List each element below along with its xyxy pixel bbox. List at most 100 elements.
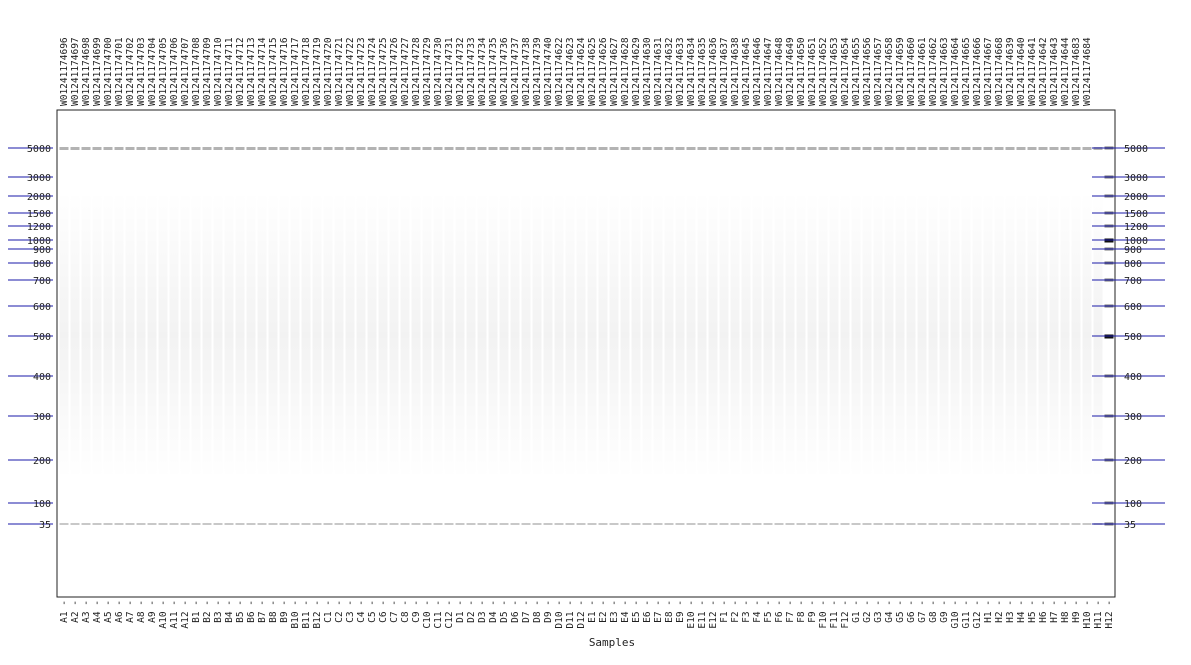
lane-label: C7 - [389,600,400,623]
lane-smear [455,190,465,480]
band-upper [972,147,982,150]
sample-id-label: W01241174731 [444,37,455,106]
lane-label: A2 - [70,600,81,623]
band-upper [587,147,597,150]
lane-smear [433,190,443,480]
band-lower [1027,523,1037,525]
sample-id-label: W01241174651 [807,37,818,106]
lane-smear [1071,190,1081,480]
sample-id-label: W01241174657 [873,37,884,106]
band-upper [598,147,608,150]
lane-label: B10 - [290,600,301,629]
band-upper [840,147,850,150]
lane-smear [917,190,927,480]
band-lower [994,523,1004,525]
lane-smear [598,190,608,480]
lane-smear [323,190,333,480]
band-upper [950,147,960,150]
band-lower [158,523,168,525]
sample-id-label: W01241174726 [389,37,400,106]
sample-id-label: W01241174641 [1027,37,1038,106]
band-upper [895,147,905,150]
band-lower [664,523,674,525]
sample-id-label: W01241174663 [939,37,950,106]
sample-id-label: W01241174655 [851,37,862,106]
sample-id-label: W01241174684 [1082,37,1093,106]
band-lower [114,523,124,525]
lane-smear [301,190,311,480]
sample-id-label: W01241174719 [312,37,323,106]
sample-id-label: W01241174700 [103,37,114,106]
sample-id-label: W01241174627 [609,37,620,106]
lane-label: G8 - [928,600,939,623]
sample-id-label: W01241174659 [895,37,906,106]
lane-smear [444,190,454,480]
lane-smear [895,190,905,480]
sample-id-label: W01241174643 [1049,37,1060,106]
size-label-left: 3000 [27,173,51,184]
band-upper [1082,147,1092,150]
band-upper [367,147,377,150]
sample-id-label: W01241174703 [136,37,147,106]
lane-smear [378,190,388,480]
lane-label: D9 - [543,600,554,623]
band-upper [70,147,80,150]
band-lower [653,523,663,525]
lane-labels: A1 - A2 - A3 - A4 - A5 - A6 - A7 - A8 - A9 - A10 … [59,600,1115,629]
band-upper [202,147,212,150]
size-label-right: 400 [1124,372,1142,383]
sample-id-label: W01241174665 [961,37,972,106]
band-upper [1027,147,1037,150]
sample-id-label: W01241174639 [1005,37,1016,106]
lane-smear [158,190,168,480]
lane-label: G11 - [961,600,972,629]
lane-label: A3 - [81,600,92,623]
sample-id-label: W01241174707 [180,37,191,106]
lane-label: G12 - [972,600,983,629]
band-lower [499,523,509,525]
band-lower [719,523,729,525]
band-upper [411,147,421,150]
band-lower [565,523,575,525]
sample-id-label: W01241174648 [774,37,785,106]
sample-id-label: W01241174638 [730,37,741,106]
lane-smear [345,190,355,480]
lane-smear [334,190,344,480]
sample-id-label: W01241174653 [829,37,840,106]
band-lower [125,523,135,525]
lane-smear [268,190,278,480]
sample-id-label: W01241174666 [972,37,983,106]
band-upper [829,147,839,150]
sample-id-label: W01241174708 [191,37,202,106]
band-lower [1071,523,1081,525]
band-lower [477,523,487,525]
sample-id-label: W01241174722 [345,37,356,106]
band-upper [81,147,91,150]
sample-id-label: W01241174658 [884,37,895,106]
band-upper [884,147,894,150]
sample-id-label: W01241174667 [983,37,994,106]
band-upper [862,147,872,150]
band-upper [136,147,146,150]
sample-id-label: W01241174714 [257,37,268,106]
size-label-right: 1200 [1124,222,1148,233]
band-lower [576,523,586,525]
size-label-left: 1200 [27,222,51,233]
lane-smear [1027,190,1037,480]
lane-label: E9 - [675,600,686,623]
lane-label: B7 - [257,600,268,623]
sample-id-label: W01241174732 [455,37,466,106]
band-upper [499,147,509,150]
band-lower [1016,523,1026,525]
lane-smear [367,190,377,480]
band-upper [961,147,971,150]
size-label-right: 35 [1124,520,1136,531]
size-label-left: 500 [33,332,51,343]
sample-id-labels: W01241174696 W01241174697 W01241174698 W012… [59,37,1093,106]
band-upper [1049,147,1059,150]
lane-label: E3 - [609,600,620,623]
lane-smear [752,190,762,480]
sample-id-label: W01241174728 [411,37,422,106]
band-upper [620,147,630,150]
sample-id-label: W01241174662 [928,37,939,106]
